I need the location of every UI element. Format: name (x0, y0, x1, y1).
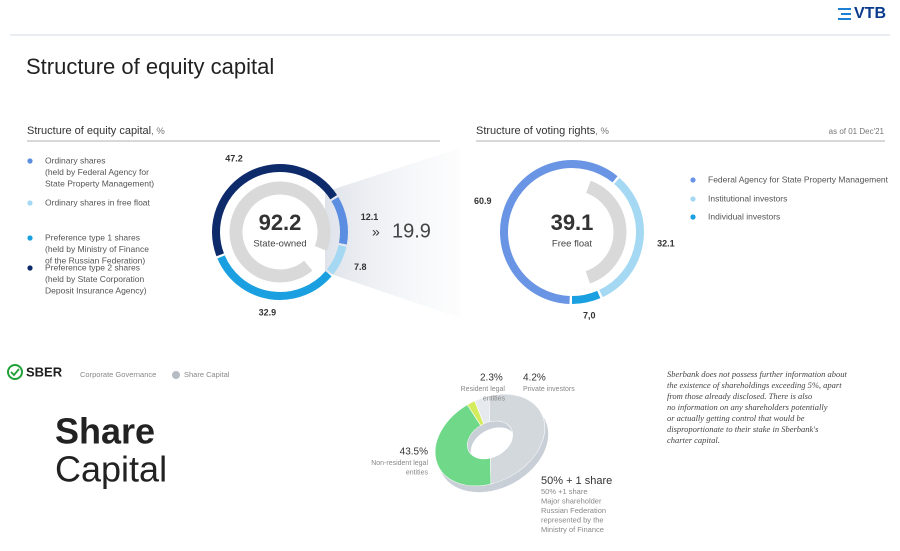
note-line: or actually getting control that would b… (667, 413, 805, 423)
breadcrumb-sep (172, 371, 180, 379)
data-label: 43.5% (400, 447, 428, 458)
category-label: represented by the (541, 515, 604, 524)
legend-dot (690, 196, 696, 202)
callout-symbol: » (372, 224, 380, 240)
center-label: State-owned (253, 239, 306, 250)
breadcrumb: Share Capital (184, 370, 230, 379)
category-label: Major shareholder (541, 496, 602, 505)
chart-title-suffix: , % (595, 126, 609, 137)
date-label: as of 01 Dec'21 (829, 127, 885, 136)
center-label: Free float (552, 239, 592, 250)
note-line: from those already disclosed. There is a… (667, 391, 812, 401)
note-line: the existence of shareholdings exceeding… (667, 380, 842, 390)
category-label: Ministry of Finance (541, 525, 604, 534)
note-line: Sberbank does not possess further inform… (667, 369, 848, 379)
sber-title: Share (55, 411, 155, 452)
callout-funnel (325, 148, 460, 318)
chart-title-suffix: , % (151, 126, 165, 137)
category-label: entities (406, 469, 429, 476)
note-line: disproportionate to their stake in Sberb… (667, 424, 819, 434)
legend-label: of the Russian Federation) (45, 255, 145, 265)
data-label: 32.9 (259, 307, 277, 317)
data-label: 2.3% (480, 373, 503, 384)
chart-title-main: Structure of equity capital (27, 125, 151, 137)
legend-label: State Property Management) (45, 178, 154, 188)
legend-label: (held by Federal Agency for (45, 167, 149, 177)
data-label: 50% + 1 share (541, 475, 612, 487)
category-label: Private investors (523, 386, 575, 393)
donut-segment (571, 290, 601, 304)
center-arc (585, 180, 627, 284)
data-label: 60.9 (474, 196, 492, 206)
sber-title: Capital (55, 449, 167, 490)
page-title: Structure of equity capital (26, 54, 274, 79)
legend-label: (held by State Corporation (45, 274, 144, 284)
data-label: 47.2 (225, 153, 243, 163)
center-value: 39.1 (551, 210, 594, 235)
data-label: 7,0 (583, 311, 596, 321)
legend-label: Ordinary shares in free float (45, 197, 151, 207)
center-arc (229, 181, 331, 283)
vtb-logo: VTB (854, 5, 886, 22)
legend-label: Institutional investors (708, 193, 787, 203)
donut-segment (500, 160, 618, 304)
pie-segment (434, 404, 492, 487)
donut-segment (326, 244, 347, 275)
sber-logo: SBER (26, 364, 63, 379)
donut-segment (599, 177, 644, 298)
donut-segment (217, 255, 332, 300)
callout-value: 19.9 (392, 220, 431, 242)
legend-dot (27, 235, 33, 241)
legend-label: Preference type 1 shares (45, 232, 140, 242)
data-label: 4.2% (523, 373, 546, 384)
chart-title-main: Structure of voting rights (476, 125, 596, 137)
category-label: 50% +1 share (541, 487, 588, 496)
category-label: entities (483, 395, 506, 402)
legend-dot (27, 158, 33, 164)
pie-segment (488, 393, 546, 485)
category-label: Russian Federation (541, 506, 606, 515)
legend-label: Ordinary shares (45, 155, 105, 165)
legend-label: Individual investors (708, 211, 780, 221)
legend-label: Federal Agency for State Property Manage… (708, 174, 889, 184)
vtb-logo-icon (838, 8, 851, 20)
data-label: 32.1 (657, 238, 675, 248)
legend-label: (held by Ministry of Finance (45, 244, 149, 254)
pie (434, 393, 549, 493)
note-line: charter capital. (667, 435, 720, 445)
note-line: no information on any shareholders poten… (667, 402, 828, 412)
donut-segment (331, 196, 348, 245)
legend-dot (690, 214, 696, 220)
category-label: Resident legal (461, 386, 506, 393)
chart-title: Structure of equity capital, % (27, 125, 165, 137)
breadcrumb: Corporate Governance (80, 370, 156, 379)
legend-dot (27, 200, 33, 206)
legend-dot (27, 265, 33, 271)
category-label: Non-resident legal (371, 460, 428, 467)
sber-logo-icon (7, 364, 23, 380)
legend-dot (690, 177, 696, 183)
chart-title: Structure of voting rights, % (476, 125, 610, 137)
sber-logo-check (10, 368, 20, 377)
donut-segment (212, 164, 338, 257)
legend-label: Deposit Insurance Agency) (45, 285, 147, 295)
data-label: 12.1 (361, 212, 379, 222)
data-label: 7.8 (354, 262, 367, 272)
legend-label: Preference type 2 shares (45, 262, 140, 272)
center-value: 92.2 (259, 210, 302, 235)
